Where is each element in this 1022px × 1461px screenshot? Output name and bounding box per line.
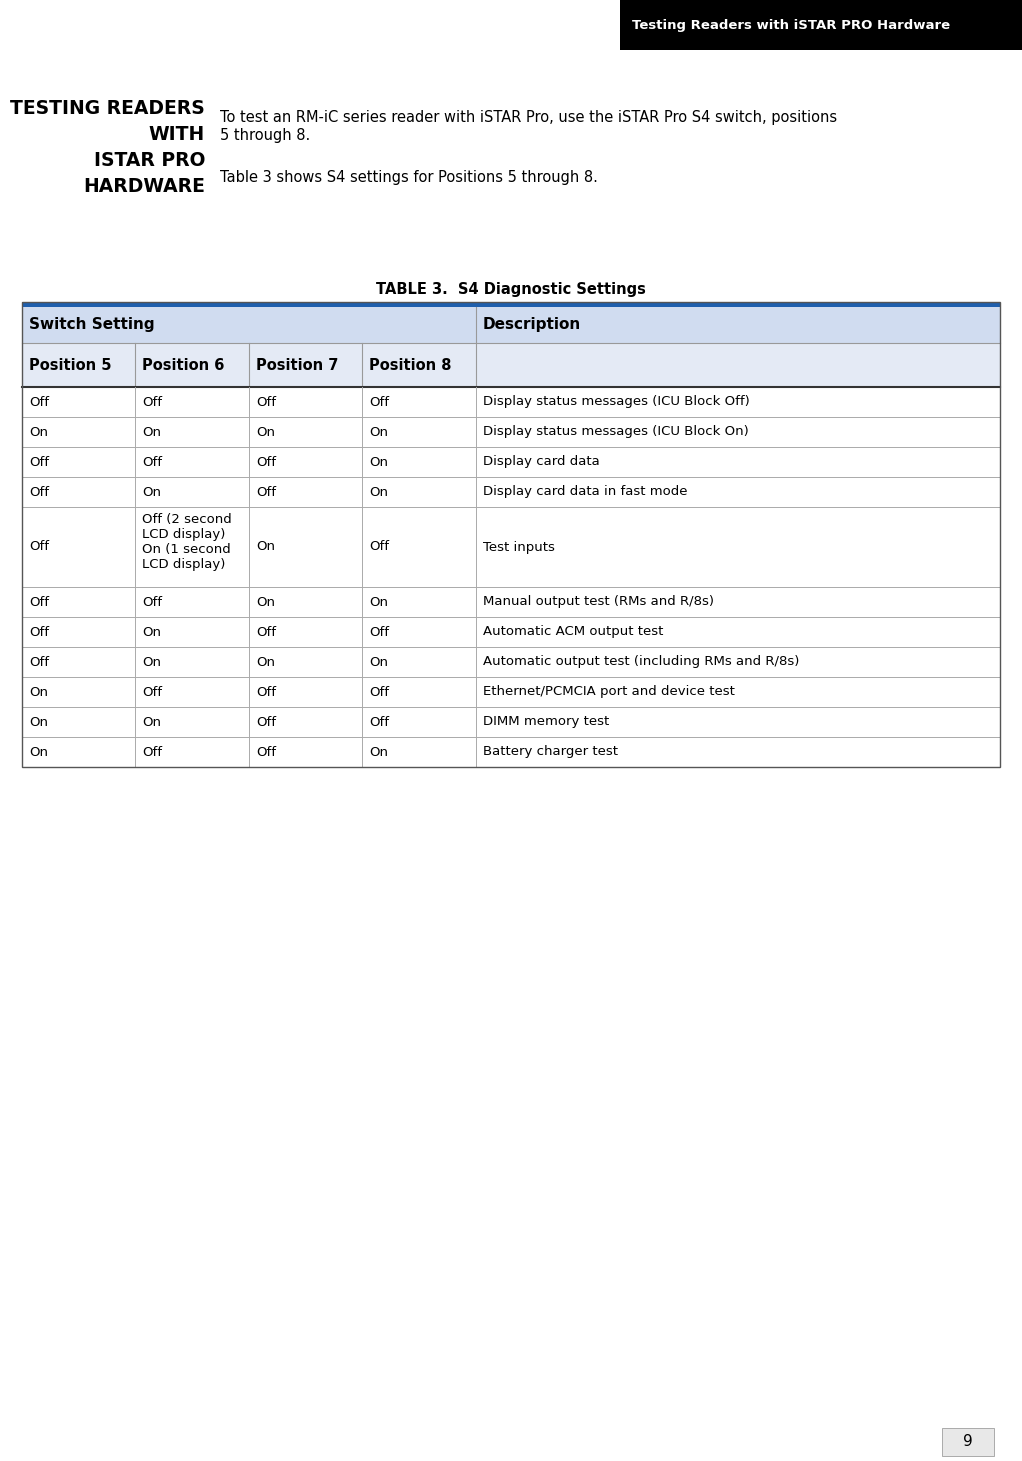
Text: Switch Setting: Switch Setting (29, 317, 154, 333)
Text: Off: Off (29, 396, 49, 409)
Text: Position 8: Position 8 (369, 358, 452, 373)
Text: ISTAR PRO: ISTAR PRO (93, 150, 205, 169)
Bar (22, 387, 1000, 416)
Text: Off: Off (369, 716, 389, 729)
Text: Automatic output test (including RMs and R/8s): Automatic output test (including RMs and… (482, 656, 799, 669)
Text: Automatic ACM output test: Automatic ACM output test (482, 625, 663, 638)
Text: Off: Off (29, 456, 49, 469)
Text: Off: Off (142, 745, 162, 758)
Text: Off: Off (29, 485, 49, 498)
Bar (22, 476, 1000, 507)
Text: Manual output test (RMs and R/8s): Manual output test (RMs and R/8s) (482, 596, 713, 608)
Text: On (1 second: On (1 second (142, 543, 231, 557)
Text: Off: Off (29, 541, 49, 554)
Text: Off: Off (369, 396, 389, 409)
Text: LCD display): LCD display) (142, 527, 226, 541)
Text: Off: Off (369, 541, 389, 554)
Text: TABLE 3.  S4 Diagnostic Settings: TABLE 3. S4 Diagnostic Settings (376, 282, 646, 297)
Text: On: On (369, 425, 388, 438)
Text: Off: Off (256, 716, 276, 729)
Text: Off: Off (29, 596, 49, 608)
Bar (22, 707, 1000, 736)
Text: Off: Off (142, 396, 162, 409)
Text: Off: Off (142, 456, 162, 469)
Text: DIMM memory test: DIMM memory test (482, 716, 609, 729)
Text: Off: Off (29, 656, 49, 669)
Bar (22, 736, 1000, 767)
Text: Display status messages (ICU Block Off): Display status messages (ICU Block Off) (482, 396, 749, 409)
Bar (942, 1427, 994, 1457)
Text: On: On (369, 656, 388, 669)
Text: On: On (142, 625, 161, 638)
Text: Off: Off (256, 625, 276, 638)
Text: Description: Description (482, 317, 582, 333)
Text: On: On (142, 485, 161, 498)
Text: Battery charger test: Battery charger test (482, 745, 617, 758)
Text: Test inputs: Test inputs (482, 541, 555, 554)
Text: Display status messages (ICU Block On): Display status messages (ICU Block On) (482, 425, 748, 438)
Text: On: On (29, 685, 48, 698)
Text: On: On (369, 745, 388, 758)
Text: Table 3 shows S4 settings for Positions 5 through 8.: Table 3 shows S4 settings for Positions … (220, 169, 598, 186)
Text: On: On (29, 716, 48, 729)
Text: On: On (369, 456, 388, 469)
Text: Position 7: Position 7 (256, 358, 338, 373)
Text: 5 through 8.: 5 through 8. (220, 129, 311, 143)
Text: Off: Off (142, 685, 162, 698)
Text: On: On (369, 596, 388, 608)
Bar (22, 507, 1000, 587)
Text: On: On (142, 716, 161, 729)
Text: On: On (369, 485, 388, 498)
Text: WITH: WITH (149, 124, 205, 143)
Text: Off: Off (256, 456, 276, 469)
Text: TESTING READERS: TESTING READERS (10, 98, 205, 117)
Text: Off: Off (369, 685, 389, 698)
Text: Display card data in fast mode: Display card data in fast mode (482, 485, 687, 498)
Text: Off: Off (256, 685, 276, 698)
Bar (620, 0, 1022, 50)
Bar (22, 302, 1000, 307)
Text: On: On (142, 656, 161, 669)
Text: 9: 9 (963, 1435, 973, 1449)
Text: Off: Off (256, 745, 276, 758)
Text: Position 5: Position 5 (29, 358, 111, 373)
Bar (22, 416, 1000, 447)
Bar (22, 647, 1000, 676)
Text: Off: Off (369, 625, 389, 638)
Text: On: On (256, 596, 275, 608)
Bar (22, 617, 1000, 647)
Text: Testing Readers with iSTAR PRO Hardware: Testing Readers with iSTAR PRO Hardware (632, 19, 950, 32)
Text: To test an RM-iC series reader with iSTAR Pro, use the iSTAR Pro S4 switch, posi: To test an RM-iC series reader with iSTA… (220, 110, 837, 126)
Bar (22, 447, 1000, 476)
Text: Off: Off (29, 625, 49, 638)
Bar (22, 587, 1000, 617)
Text: LCD display): LCD display) (142, 558, 226, 571)
Text: On: On (29, 425, 48, 438)
Text: On: On (29, 745, 48, 758)
Text: Ethernet/PCMCIA port and device test: Ethernet/PCMCIA port and device test (482, 685, 735, 698)
Bar (476, 307, 1000, 343)
Text: On: On (142, 425, 161, 438)
Bar (22, 676, 1000, 707)
Bar (22, 307, 476, 343)
Text: On: On (256, 541, 275, 554)
Text: On: On (256, 656, 275, 669)
Text: Off: Off (256, 396, 276, 409)
Text: Off: Off (256, 485, 276, 498)
Text: Position 6: Position 6 (142, 358, 225, 373)
Bar (22, 302, 1000, 767)
Text: HARDWARE: HARDWARE (83, 177, 205, 196)
Text: Off (2 second: Off (2 second (142, 513, 232, 526)
Text: On: On (256, 425, 275, 438)
Text: Display card data: Display card data (482, 456, 600, 469)
Bar (22, 343, 1000, 387)
Text: Off: Off (142, 596, 162, 608)
